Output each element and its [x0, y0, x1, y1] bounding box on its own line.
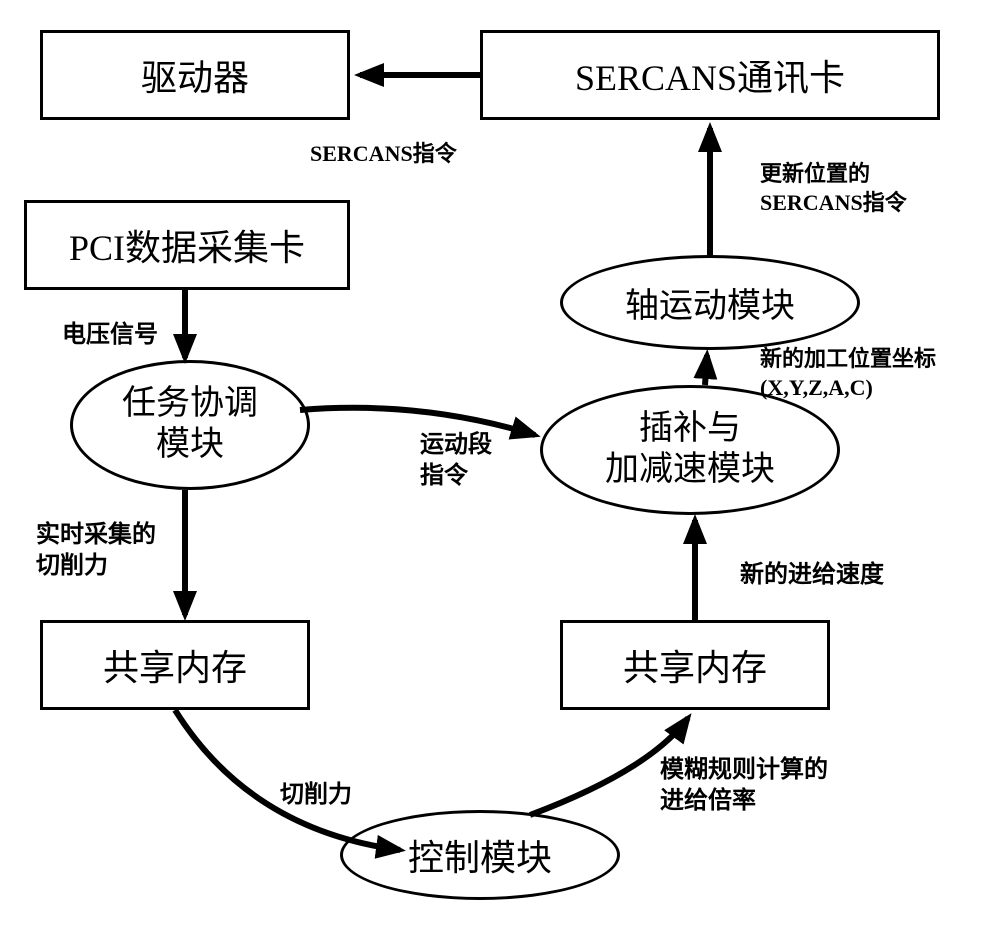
- axis-module-ellipse: 轴运动模块: [560, 255, 860, 350]
- sercans-card-label: SERCANS通讯卡: [575, 49, 845, 101]
- driver-box: 驱动器: [40, 30, 350, 120]
- shared-mem-left-label: 共享内存: [103, 639, 247, 691]
- driver-label: 驱动器: [141, 49, 249, 101]
- task-module-ellipse: 任务协调 模块: [70, 360, 310, 490]
- shared-mem-right-label: 共享内存: [623, 639, 767, 691]
- interp-module-ellipse: 插补与 加减速模块: [540, 385, 840, 515]
- pci-card-label: PCI数据采集卡: [69, 219, 305, 271]
- control-module-label: 控制模块: [408, 829, 552, 881]
- edge-label-cutting-force: 切削力: [280, 780, 352, 811]
- shared-mem-left-box: 共享内存: [40, 620, 310, 710]
- sercans-card-box: SERCANS通讯卡: [480, 30, 940, 120]
- edge-label-voltage: 电压信号: [62, 320, 158, 351]
- interp-module-label: 插补与 加减速模块: [605, 409, 775, 491]
- edge-label-fuzzy-rule: 模糊规则计算的 进给倍率: [660, 755, 828, 817]
- edge-label-new-feed: 新的进给速度: [740, 560, 884, 591]
- edge-label-sercans-cmd: SERCANS指令: [310, 140, 457, 169]
- edge-label-motion-seg: 运动段 指令: [420, 430, 492, 492]
- edge-label-new-pos: 新的加工位置坐标 (X,Y,Z,A,C): [760, 345, 936, 402]
- shared-mem-right-box: 共享内存: [560, 620, 830, 710]
- control-module-ellipse: 控制模块: [340, 810, 620, 900]
- pci-card-box: PCI数据采集卡: [24, 200, 350, 290]
- edge-label-realtime-force: 实时采集的 切削力: [36, 520, 156, 582]
- task-module-label: 任务协调 模块: [122, 384, 258, 466]
- axis-module-label: 轴运动模块: [625, 278, 795, 327]
- edge-label-update-pos: 更新位置的 SERCANS指令: [760, 160, 907, 217]
